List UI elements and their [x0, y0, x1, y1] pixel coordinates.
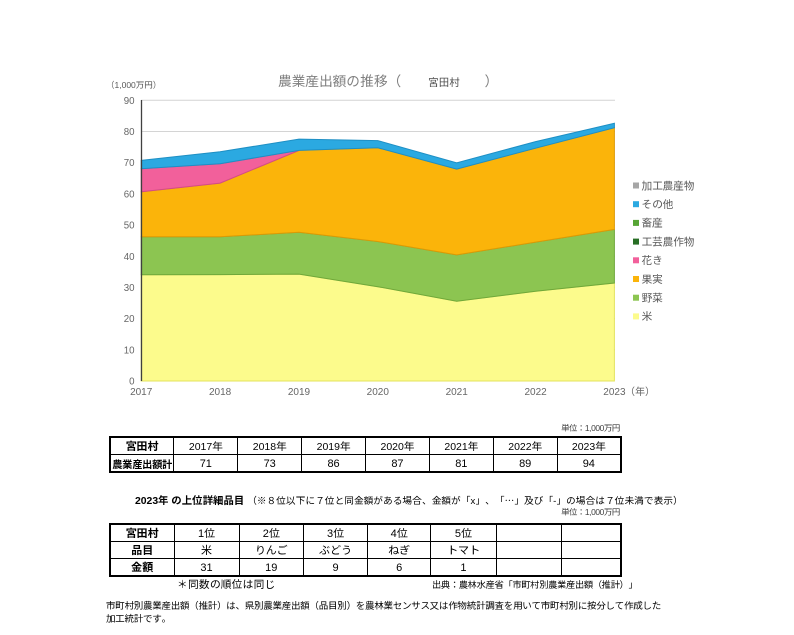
svg-text:70: 70	[124, 155, 135, 169]
svg-text:果実: 果実	[642, 272, 664, 287]
svg-text:2017: 2017	[130, 383, 153, 398]
svg-text:工芸農作物: 工芸農作物	[642, 234, 695, 249]
svg-text:加工農産物: 加工農産物	[642, 178, 695, 193]
svg-text:花き: 花き	[642, 253, 663, 268]
svg-text:畜産: 畜産	[642, 216, 664, 231]
svg-text:2020: 2020	[367, 383, 390, 398]
svg-text:2021: 2021	[446, 383, 469, 398]
svg-text:野菜: 野菜	[642, 291, 664, 306]
svg-text:その他: その他	[642, 197, 674, 212]
svg-text:2019: 2019	[288, 383, 311, 398]
svg-text:50: 50	[124, 218, 135, 232]
svg-text:2023: 2023	[603, 383, 626, 398]
svg-text:90: 90	[124, 93, 135, 107]
svg-text:10: 10	[124, 342, 135, 356]
svg-text:2022: 2022	[524, 383, 547, 398]
svg-text:40: 40	[124, 249, 135, 263]
svg-text:80: 80	[124, 124, 135, 138]
svg-text:60: 60	[124, 186, 135, 200]
svg-text:米: 米	[642, 309, 653, 324]
svg-text:2018: 2018	[209, 383, 232, 398]
svg-text:20: 20	[124, 311, 135, 325]
svg-text:0: 0	[129, 374, 135, 388]
svg-text:（年）: （年）	[625, 383, 655, 398]
svg-text:30: 30	[124, 280, 135, 294]
